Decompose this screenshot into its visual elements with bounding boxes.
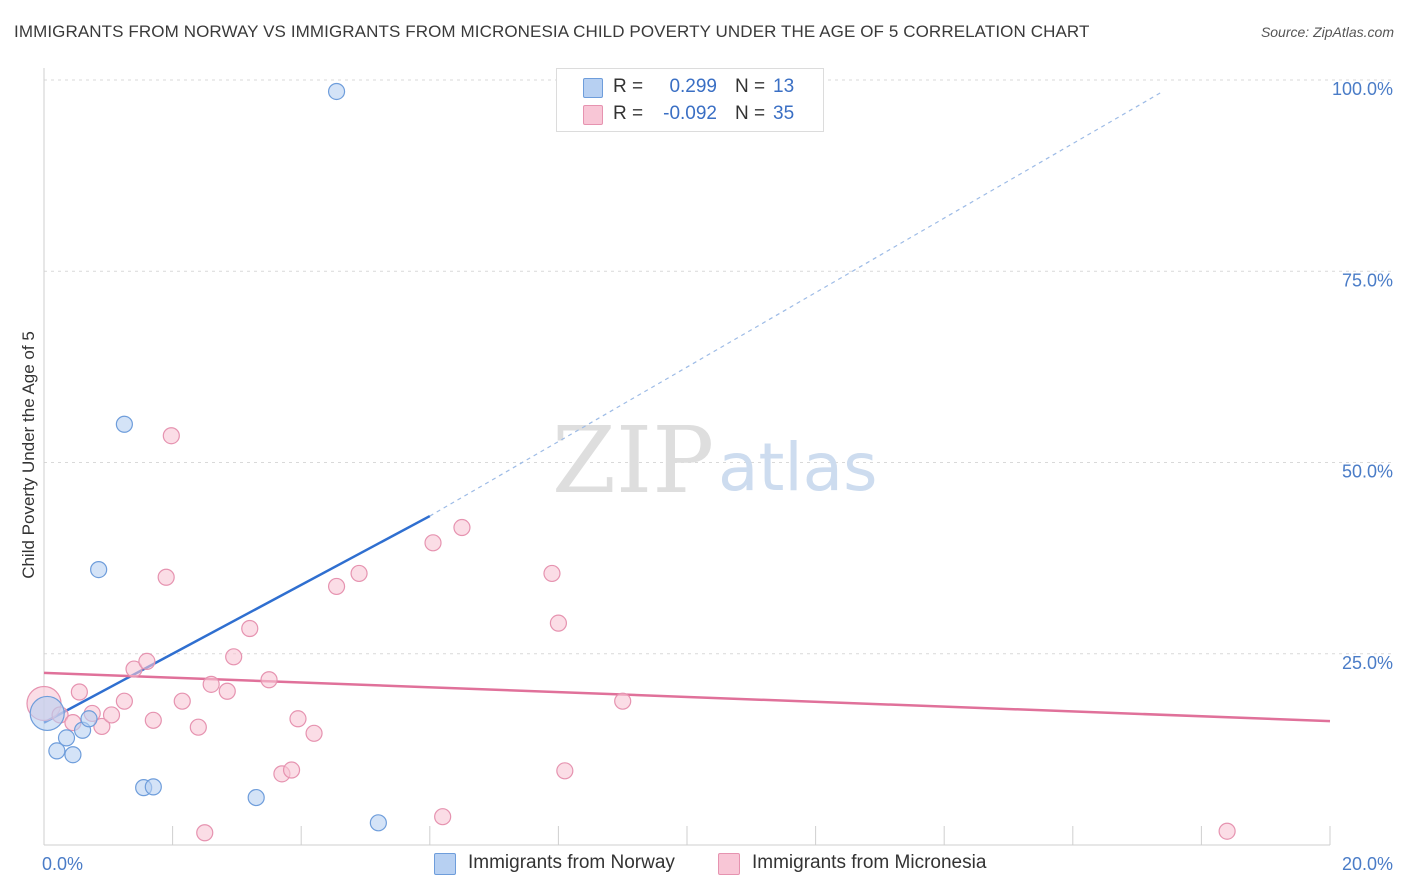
micronesia-n-value: 35 <box>773 103 795 124</box>
norway-point-12 <box>369 814 387 832</box>
y-tick-label-1: 50.0% <box>1342 462 1393 482</box>
norway-n-label: N = <box>735 76 766 97</box>
stats-legend: R = 0.299 N = 13 R = -0.092 N = 35 <box>556 68 824 132</box>
micronesia-point-7 <box>115 692 133 710</box>
norway-trend-line <box>43 514 431 724</box>
watermark-atlas: atlas <box>718 429 878 506</box>
norway-point-0 <box>29 695 65 732</box>
micronesia-point-8 <box>125 660 143 678</box>
micronesia-point-27 <box>424 534 442 552</box>
legend-row-norway: R = 0.299 N = 13 <box>557 74 823 100</box>
tick-layer: 25.0% 50.0% 75.0% 100.0% 0.0% 20.0% <box>42 79 1393 874</box>
micronesia-point-5 <box>93 717 111 736</box>
micronesia-point-30 <box>543 564 561 583</box>
legend-row-micronesia: R = -0.092 N = 35 <box>557 101 823 127</box>
norway-r-value: 0.299 <box>669 76 717 97</box>
micronesia-point-13 <box>173 692 191 710</box>
micronesia-trend-line <box>43 671 1331 723</box>
norway-point-6 <box>90 560 108 579</box>
micronesia-point-28 <box>434 808 452 826</box>
x-tick-label-1: 20.0% <box>1342 854 1393 874</box>
micronesia-point-23 <box>289 710 307 728</box>
micronesia-point-3 <box>70 683 88 701</box>
micronesia-point-11 <box>157 568 175 586</box>
micronesia-point-15 <box>196 824 214 842</box>
points-layer <box>26 82 1236 842</box>
norway-point-3 <box>64 746 82 764</box>
micronesia-point-33 <box>614 692 632 710</box>
norway-point-2 <box>57 729 76 747</box>
y-axis-label: Child Poverty Under the Age of 5 <box>19 331 38 579</box>
trend-layer <box>43 90 1331 724</box>
norway-point-10 <box>247 788 265 807</box>
y-tick-label-3: 100.0% <box>1332 79 1393 99</box>
micronesia-point-26 <box>350 564 368 583</box>
micronesia-point-22 <box>282 761 301 779</box>
micronesia-r-label: R = <box>613 103 644 124</box>
source-label: Source: ZipAtlas.com <box>1260 24 1394 40</box>
micronesia-legend-swatch <box>718 853 740 875</box>
micronesia-point-14 <box>189 718 207 736</box>
micronesia-point-29 <box>453 518 471 537</box>
norway-point-5 <box>80 710 98 728</box>
micronesia-point-20 <box>260 671 278 689</box>
norway-point-11 <box>327 82 346 101</box>
micronesia-point-34 <box>1218 822 1236 840</box>
micronesia-point-9 <box>138 652 156 671</box>
grid-layer <box>44 79 1392 655</box>
x-tick-label-0: 0.0% <box>42 854 83 874</box>
micronesia-r-value: -0.092 <box>663 103 717 124</box>
micronesia-point-24 <box>305 724 323 742</box>
norway-point-7 <box>115 415 133 433</box>
micronesia-point-32 <box>556 762 574 780</box>
watermark-zip: ZIP <box>552 407 714 514</box>
y-tick-label-0: 25.0% <box>1342 653 1393 673</box>
y-tick-label-2: 75.0% <box>1342 270 1393 290</box>
micronesia-point-6 <box>102 706 121 724</box>
chart-title: IMMIGRANTS FROM NORWAY VS IMMIGRANTS FRO… <box>14 22 1090 41</box>
micronesia-point-12 <box>162 427 180 445</box>
norway-r-label: R = <box>613 76 644 97</box>
norway-n-value: 13 <box>773 76 795 97</box>
micronesia-swatch <box>583 105 603 125</box>
norway-legend-swatch <box>434 853 456 875</box>
micronesia-legend-label: Immigrants from Micronesia <box>752 852 987 873</box>
micronesia-point-19 <box>241 619 259 638</box>
micronesia-point-25 <box>327 577 346 596</box>
micronesia-point-16 <box>202 675 220 693</box>
micronesia-point-17 <box>218 682 236 700</box>
norway-point-1 <box>48 742 66 760</box>
micronesia-point-10 <box>144 711 162 729</box>
watermark: ZIP atlas <box>552 407 878 514</box>
norway-swatch <box>583 78 603 98</box>
norway-point-9 <box>144 778 162 796</box>
micronesia-point-18 <box>225 648 243 666</box>
norway-legend-label: Immigrants from Norway <box>468 852 675 873</box>
norway-trend-extension <box>429 90 1164 517</box>
micronesia-n-label: N = <box>735 103 766 124</box>
micronesia-point-31 <box>549 614 568 632</box>
